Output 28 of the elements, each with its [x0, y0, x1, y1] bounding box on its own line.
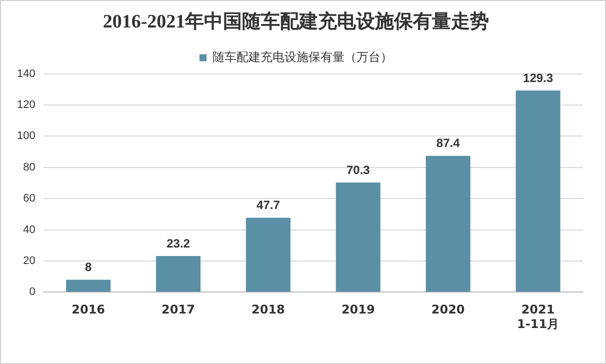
y-tick-label: 60	[23, 192, 36, 205]
data-label: 8	[84, 260, 92, 274]
bar	[156, 256, 201, 292]
x-tick-label: 2018	[252, 302, 285, 317]
chart-title: 2016-2021年中国随车配建充电设施保有量走势	[102, 10, 490, 32]
y-tick-label: 20	[23, 255, 36, 268]
y-tick-label: 0	[29, 286, 36, 298]
data-label: 70.3	[346, 162, 370, 177]
y-tick-label: 80	[23, 161, 36, 174]
x-tick-label: 2021 1-11月	[517, 302, 560, 331]
data-label: 129.3	[523, 70, 554, 85]
y-tick-label: 120	[16, 99, 36, 112]
y-tick-label: 140	[16, 68, 36, 80]
x-tick-label: 2016	[72, 302, 106, 317]
x-tick-label: 2020	[431, 302, 465, 317]
y-tick-label: 100	[16, 130, 36, 142]
bar	[66, 280, 111, 292]
y-tick-label: 40	[23, 224, 36, 236]
data-label: 47.7	[256, 198, 280, 212]
legend-label: 随车配建充电设施保有量（万台）	[212, 50, 392, 64]
x-tick-label: 2017	[162, 302, 195, 317]
data-label: 23.2	[166, 236, 190, 250]
bar	[516, 90, 560, 292]
bar	[246, 218, 290, 292]
bar	[336, 182, 380, 292]
x-tick-label: 2019	[341, 302, 375, 317]
data-label: 87.4	[436, 136, 460, 150]
bar	[426, 156, 470, 292]
